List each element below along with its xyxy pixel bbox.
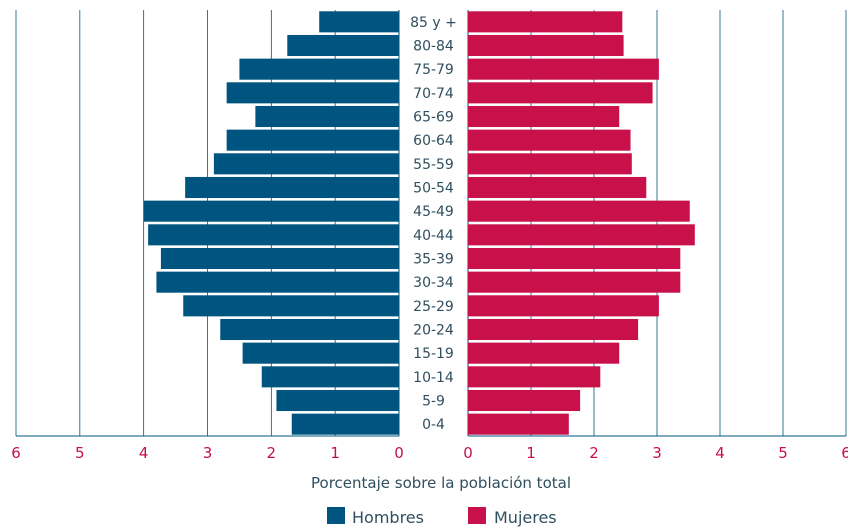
bar-hombres-60-64 bbox=[226, 129, 399, 151]
bar-mujeres-85y bbox=[468, 11, 623, 33]
bar-hombres-0-4 bbox=[291, 413, 399, 435]
bar-mujeres-80-84 bbox=[468, 34, 624, 57]
tick-label-right: 2 bbox=[589, 444, 599, 462]
age-label: 85 y + bbox=[410, 15, 457, 31]
tick-label-left: 3 bbox=[203, 444, 213, 462]
age-label: 25-29 bbox=[413, 299, 454, 315]
bar-hombres-10-14 bbox=[261, 366, 399, 388]
age-label: 5-9 bbox=[422, 394, 445, 410]
age-label: 65-69 bbox=[413, 110, 454, 126]
bar-mujeres-10-14 bbox=[468, 366, 601, 388]
tick-label-left: 5 bbox=[75, 444, 85, 462]
bar-mujeres-40-44 bbox=[468, 224, 695, 246]
tick-label-right: 3 bbox=[652, 444, 662, 462]
age-label: 45-49 bbox=[413, 204, 454, 220]
tick-label-right: 0 bbox=[463, 444, 473, 462]
bar-mujeres-60-64 bbox=[468, 129, 631, 151]
bar-hombres-20-24 bbox=[220, 318, 399, 341]
bar-hombres-80-84 bbox=[287, 34, 399, 57]
bar-hombres-55-59 bbox=[213, 153, 399, 175]
tick-label-right: 4 bbox=[715, 444, 725, 462]
bar-mujeres-0-4 bbox=[468, 413, 569, 435]
age-group-labels: 85 y + 80-84 75-79 70-74 65-69 60-64 55-59 50-5… bbox=[410, 15, 457, 433]
age-label: 50-54 bbox=[413, 181, 454, 197]
age-label: 75-79 bbox=[413, 62, 454, 78]
bar-hombres-15-19 bbox=[242, 342, 399, 364]
x-axis-label: Porcentaje sobre la población total bbox=[311, 474, 571, 492]
x-axis-ticks: 6 5 4 3 2 1 0 0 1 2 3 4 5 6 bbox=[11, 444, 848, 462]
legend-swatch-hombres bbox=[327, 507, 345, 524]
legend-label-mujeres: Mujeres bbox=[494, 508, 557, 527]
age-label: 10-14 bbox=[413, 370, 454, 386]
tick-label-right: 1 bbox=[526, 444, 536, 462]
age-label: 55-59 bbox=[413, 157, 454, 173]
bar-mujeres-50-54 bbox=[468, 176, 647, 199]
bar-hombres-75-79 bbox=[239, 58, 399, 80]
tick-label-left: 2 bbox=[267, 444, 277, 462]
age-label: 20-24 bbox=[413, 323, 454, 339]
bar-mujeres-5-9 bbox=[468, 389, 581, 412]
tick-label-left: 1 bbox=[330, 444, 340, 462]
bar-hombres-50-54 bbox=[185, 176, 399, 199]
bar-mujeres-20-24 bbox=[468, 318, 639, 341]
age-label: 40-44 bbox=[413, 228, 454, 244]
tick-label-left: 6 bbox=[11, 444, 21, 462]
bar-hombres-70-74 bbox=[226, 82, 399, 104]
bar-hombres-25-29 bbox=[183, 295, 399, 317]
bar-mujeres-35-39 bbox=[468, 247, 681, 270]
grid-lines bbox=[15, 10, 847, 437]
age-label: 15-19 bbox=[413, 346, 454, 362]
bar-mujeres-55-59 bbox=[468, 153, 632, 175]
mujeres-bars bbox=[468, 11, 695, 435]
hombres-bars bbox=[143, 11, 399, 435]
bar-mujeres-30-34 bbox=[468, 271, 681, 293]
tick-label-right: 5 bbox=[778, 444, 788, 462]
bar-hombres-30-34 bbox=[156, 271, 399, 293]
bar-hombres-45-49 bbox=[143, 200, 399, 222]
bar-mujeres-75-79 bbox=[468, 58, 659, 80]
bar-mujeres-65-69 bbox=[468, 105, 620, 128]
bar-hombres-65-69 bbox=[255, 105, 399, 128]
age-label: 0-4 bbox=[422, 417, 445, 433]
bar-mujeres-25-29 bbox=[468, 295, 659, 317]
tick-label-left: 0 bbox=[394, 444, 404, 462]
legend-label-hombres: Hombres bbox=[352, 508, 424, 527]
tick-label-right: 6 bbox=[841, 444, 848, 462]
age-label: 60-64 bbox=[413, 133, 454, 149]
legend: Hombres Mujeres bbox=[327, 507, 557, 527]
age-label: 80-84 bbox=[413, 39, 454, 55]
bar-mujeres-15-19 bbox=[468, 342, 620, 364]
bar-hombres-85y bbox=[319, 11, 399, 33]
bar-mujeres-45-49 bbox=[468, 200, 690, 222]
legend-swatch-mujeres bbox=[468, 507, 486, 524]
age-label: 35-39 bbox=[413, 252, 454, 268]
tick-label-left: 4 bbox=[139, 444, 149, 462]
age-label: 30-34 bbox=[413, 275, 454, 291]
age-label: 70-74 bbox=[413, 86, 454, 102]
bar-hombres-40-44 bbox=[148, 224, 399, 246]
bar-hombres-5-9 bbox=[276, 389, 399, 412]
bar-hombres-35-39 bbox=[160, 247, 399, 270]
bar-mujeres-70-74 bbox=[468, 82, 653, 104]
